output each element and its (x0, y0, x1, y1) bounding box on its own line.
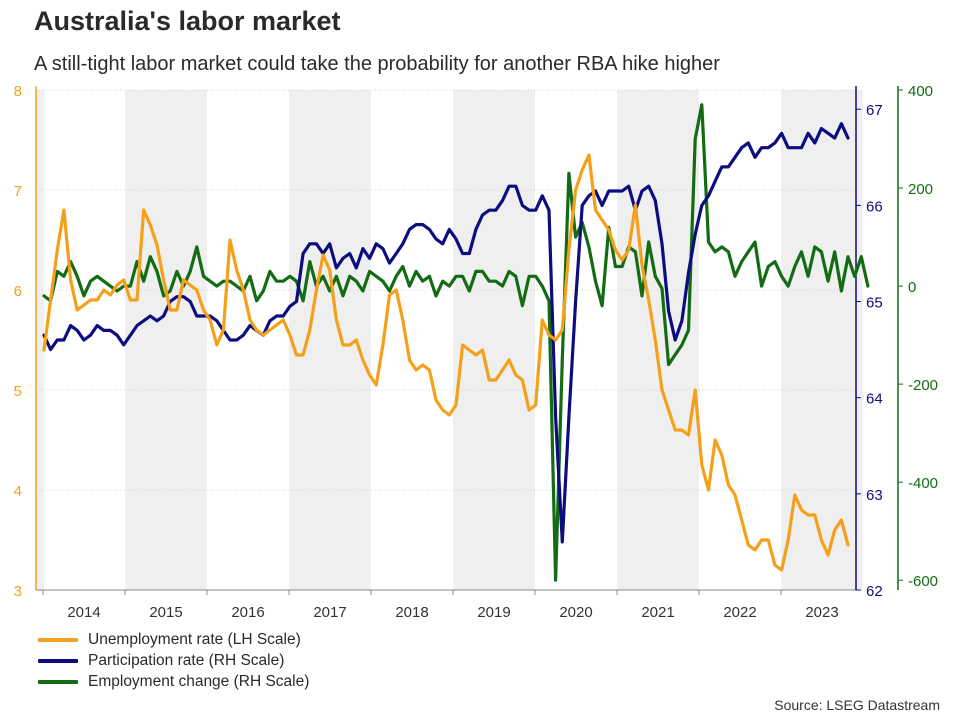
legend-swatch-unemployment (38, 637, 78, 642)
legend-swatch-employment (38, 679, 78, 684)
left-tick-4: 4 (14, 483, 22, 500)
left-tick-7: 7 (14, 183, 22, 200)
left-tick-8: 8 (14, 83, 22, 100)
x-tick-2014: 2014 (67, 604, 100, 621)
series-participation-line (42, 122, 850, 544)
legend-item-participation: Participation rate (RH Scale) (38, 650, 309, 671)
employment-tick-0: 0 (908, 279, 916, 296)
year-band-2019 (453, 90, 535, 590)
legend-label-participation: Participation rate (RH Scale) (88, 651, 285, 669)
employment-tick--200: -200 (908, 377, 938, 394)
year-band-2013 (36, 90, 44, 590)
chart-subtitle: A still-tight labor market could take th… (34, 53, 720, 75)
year-band-2015 (125, 90, 207, 590)
x-tick-2015: 2015 (149, 604, 182, 621)
series-employment-line (42, 103, 870, 582)
year-band-2017 (289, 90, 371, 590)
x-tick-2019: 2019 (477, 604, 510, 621)
participation-tick-63: 63 (866, 487, 883, 504)
legend-label-employment: Employment change (RH Scale) (88, 672, 310, 690)
participation-tick-67: 67 (866, 102, 883, 119)
left-tick-6: 6 (14, 283, 22, 300)
x-tick-2022: 2022 (723, 604, 756, 621)
participation-tick-64: 64 (866, 391, 883, 408)
employment-tick--600: -600 (908, 573, 938, 590)
x-tick-2023: 2023 (805, 604, 838, 621)
participation-tick-62: 62 (866, 583, 883, 600)
legend-label-unemployment: Unemployment rate (LH Scale) (88, 630, 301, 648)
x-tick-2017: 2017 (313, 604, 346, 621)
participation-tick-65: 65 (866, 295, 883, 312)
participation-tick-66: 66 (866, 198, 883, 215)
x-tick-2021: 2021 (641, 604, 674, 621)
x-tick-2020: 2020 (559, 604, 592, 621)
left-tick-5: 5 (14, 383, 22, 400)
x-tick-2018: 2018 (395, 604, 428, 621)
legend-item-unemployment: Unemployment rate (LH Scale) (38, 629, 309, 650)
chart-title: Australia's labor market (34, 6, 341, 36)
legend: Unemployment rate (LH Scale) Participati… (38, 629, 309, 692)
legend-swatch-participation (38, 658, 78, 663)
employment-tick-400: 400 (908, 83, 933, 100)
x-tick-2016: 2016 (231, 604, 264, 621)
legend-item-employment: Employment change (RH Scale) (38, 671, 309, 692)
series-unemployment-line (42, 153, 850, 572)
employment-tick--400: -400 (908, 475, 938, 492)
source-note: Source: LSEG Datastream (774, 697, 940, 713)
left-tick-3: 3 (14, 583, 22, 600)
year-band-2021 (617, 90, 699, 590)
employment-tick-200: 200 (908, 181, 933, 198)
